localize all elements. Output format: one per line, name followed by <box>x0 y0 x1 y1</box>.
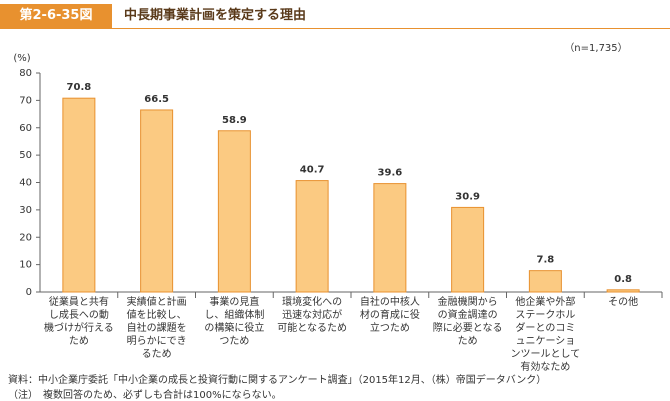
value-label: 0.8 <box>614 274 632 285</box>
value-label: 7.8 <box>537 255 555 266</box>
value-label: 70.8 <box>67 82 92 93</box>
y-tick-label: 10 <box>19 260 32 271</box>
figure-number: 第2-6-35図 <box>0 4 112 28</box>
y-tick-label: 40 <box>19 178 32 189</box>
bar <box>606 289 640 293</box>
x-tick-label: 金融機関からの資金調達の際に必要となるため <box>432 297 503 347</box>
x-tick-label: 自社の中核人材の育成に役立つため <box>359 297 420 334</box>
x-tick-label: その他 <box>608 297 639 308</box>
bar <box>217 130 251 293</box>
source-note: 資料：中小企業庁委託「中小企業の成長と投資行動に関するアンケート調査」（2015… <box>8 375 547 386</box>
value-label: 58.9 <box>222 115 247 126</box>
bar <box>451 206 485 293</box>
sample-note: （n=1,735） <box>564 42 627 54</box>
value-label: 30.9 <box>455 191 480 202</box>
y-axis-label: (%) <box>13 53 30 64</box>
x-tick-label: 従業員と共有し成長への動機づけが行えるため <box>44 297 114 347</box>
footnote: （注） 複数回答のため、必ずしも合計は100%にならない。 <box>8 390 282 401</box>
bar <box>295 180 329 293</box>
y-tick-label: 30 <box>19 205 32 216</box>
y-tick-label: 20 <box>19 232 32 243</box>
bar <box>528 270 562 293</box>
y-tick-label: 60 <box>19 123 32 134</box>
y-tick-label: 50 <box>19 150 32 161</box>
y-tick-label: 0 <box>26 287 32 298</box>
figure-title: 中長期事業計画を策定する理由 <box>124 8 307 23</box>
y-tick-label: 80 <box>19 68 32 79</box>
x-tick-label: 他企業や外部ステークホルダーとのコミュニケーションツールとして有効なため <box>510 297 581 373</box>
x-tick-label: 事業の見直し、組織体制の構築に役立つため <box>204 297 265 347</box>
y-tick-label: 70 <box>19 95 32 106</box>
bar <box>62 97 96 293</box>
x-tick-label: 実績値と計画値を比較し、自社の課題を明らかにできるため <box>126 297 187 360</box>
bar <box>140 109 174 293</box>
value-label: 66.5 <box>144 94 169 105</box>
value-label: 39.6 <box>378 168 403 179</box>
bar <box>373 183 407 293</box>
value-label: 40.7 <box>300 165 325 176</box>
header-rule <box>0 28 670 29</box>
x-tick-label: 環境変化への迅速な対応が可能となるため <box>277 297 347 334</box>
